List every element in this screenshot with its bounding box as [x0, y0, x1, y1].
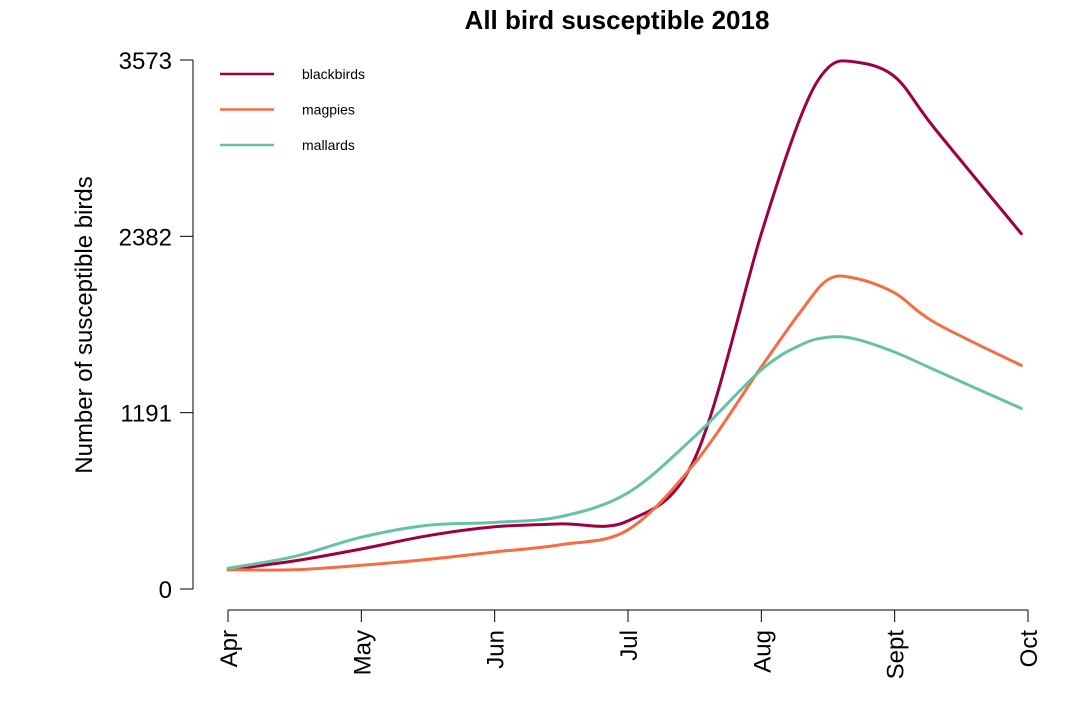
y-ticks: 0 1191 2382 3573 [119, 48, 193, 604]
y-tick-label: 3573 [119, 48, 172, 75]
y-tick-label: 1191 [120, 401, 172, 428]
x-tick-label: Jun [483, 630, 510, 669]
y-tick-label: 0 [159, 577, 172, 604]
legend-label-magpies: magpies [302, 102, 355, 118]
x-tick-label: Oct [1016, 630, 1043, 668]
series-line-mallards [226, 335, 1023, 570]
legend: blackbirds magpies mallards [220, 66, 365, 153]
x-ticks: Apr May Jun Jul Aug Sept Oct [216, 610, 1043, 679]
x-tick-label: Jul [616, 630, 643, 661]
x-tick-label: Aug [749, 630, 776, 673]
x-tick-label: May [349, 630, 376, 675]
series-lines [226, 59, 1023, 572]
y-axis-label: Number of susceptible birds [71, 176, 98, 473]
legend-label-mallards: mallards [302, 137, 355, 153]
legend-label-blackbirds: blackbirds [302, 66, 365, 82]
y-tick-label: 2382 [119, 224, 172, 251]
x-tick-label: Sept [883, 630, 910, 680]
series-line-magpies [226, 274, 1023, 572]
chart-title: All bird susceptible 2018 [465, 5, 770, 35]
x-tick-label: Apr [216, 630, 243, 667]
